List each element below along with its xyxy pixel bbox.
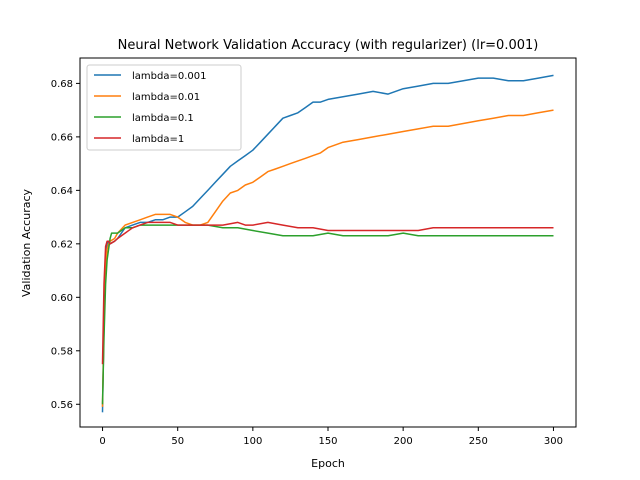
legend-label: lambda=0.001	[132, 71, 206, 82]
y-tick-label: 0.62	[51, 239, 73, 250]
y-tick-label: 0.58	[51, 346, 73, 357]
y-axis: 0.56 0.58 0.60 0.62 0.64 0.66 0.68	[51, 79, 80, 411]
x-tick-label: 300	[544, 436, 563, 447]
legend-label: lambda=0.01	[132, 92, 200, 103]
x-tick-label: 200	[394, 436, 413, 447]
series-layer	[101, 74, 554, 413]
series-line-4	[101, 221, 554, 365]
y-tick-label: 0.64	[51, 186, 73, 197]
x-axis-label: Epoch	[311, 457, 345, 470]
y-axis-label: Validation Accuracy	[20, 188, 33, 297]
legend-box	[86, 64, 242, 151]
y-tick-label: 0.56	[51, 400, 73, 411]
y-tick-label: 0.60	[51, 293, 73, 304]
x-axis: 0 50 100 150 200 250 300	[99, 427, 563, 447]
legend: lambda=0.001 lambda=0.01 lambda=0.1 lambda=…	[86, 64, 242, 151]
y-tick-label: 0.68	[51, 79, 73, 90]
y-tick-label: 0.66	[51, 132, 73, 143]
x-tick-label: 0	[99, 436, 105, 447]
x-tick-label: 100	[243, 436, 262, 447]
x-tick-label: 50	[171, 436, 184, 447]
chart-title: Neural Network Validation Accuracy (with…	[118, 38, 539, 53]
series-line-1	[101, 74, 554, 413]
x-tick-label: 250	[469, 436, 488, 447]
legend-label: lambda=1	[132, 134, 184, 145]
series-line-3	[101, 224, 554, 405]
x-tick-label: 150	[318, 436, 337, 447]
series-line-2	[101, 109, 554, 407]
legend-label: lambda=0.1	[132, 113, 194, 124]
